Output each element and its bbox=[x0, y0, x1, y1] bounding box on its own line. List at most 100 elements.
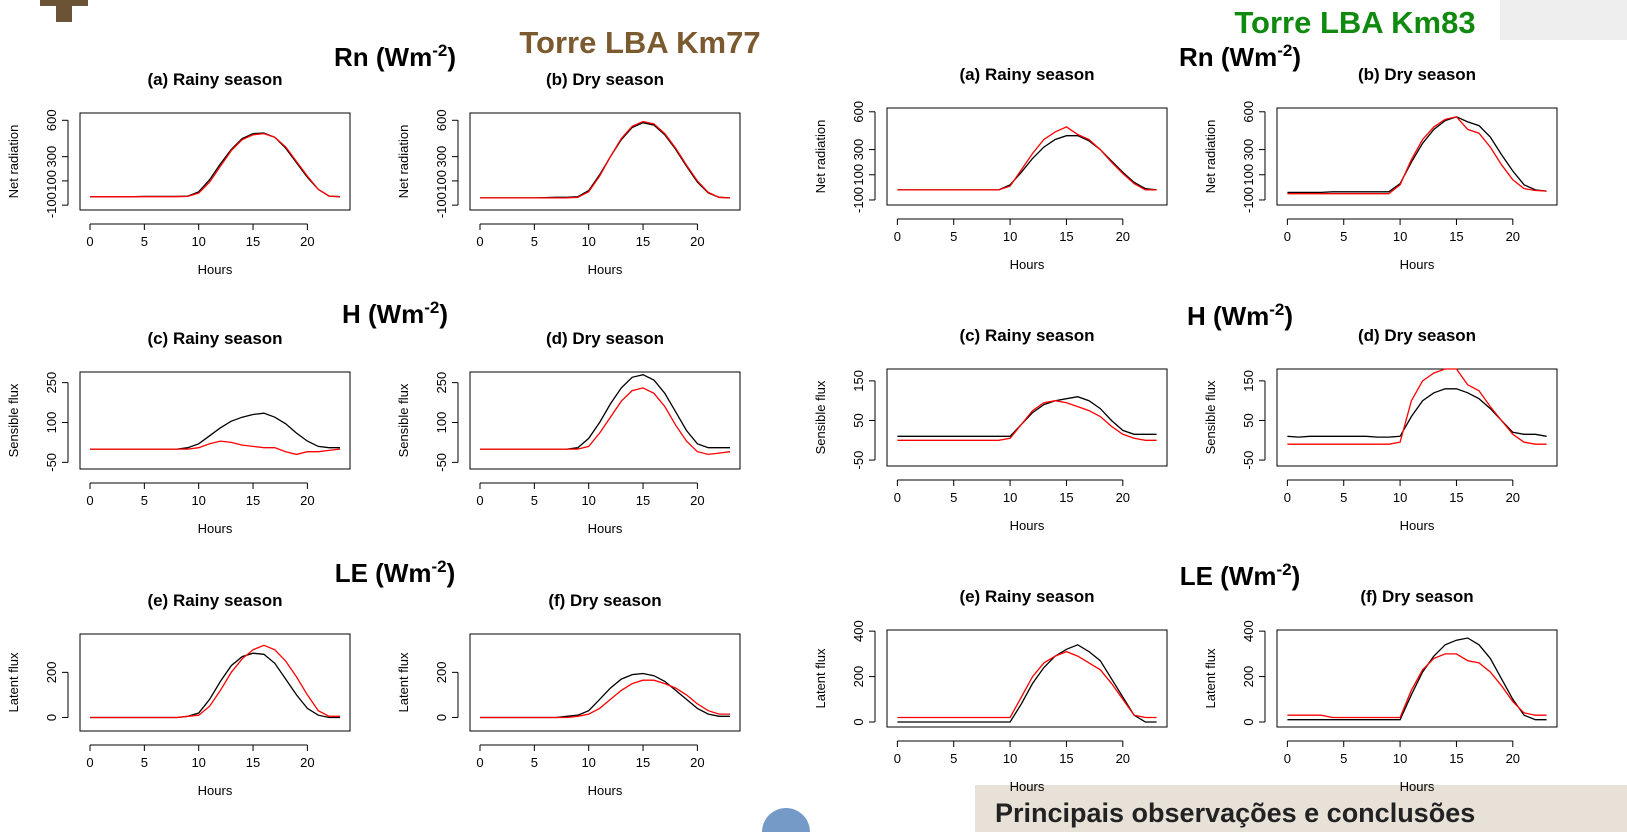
plot-frame bbox=[1276, 629, 1558, 728]
footer-box bbox=[975, 785, 1627, 832]
x-tick-label: 0 bbox=[1284, 229, 1291, 244]
heading-text: H (Wm bbox=[342, 299, 424, 329]
y-tick-label: 600 bbox=[44, 109, 59, 131]
plot-frame bbox=[469, 371, 741, 470]
x-axis-label: Hours bbox=[1010, 779, 1045, 794]
x-tick-label: 0 bbox=[476, 755, 483, 770]
x-tick-label: 10 bbox=[1003, 751, 1017, 766]
y-tick-label: 300 bbox=[851, 139, 866, 161]
x-tick-label: 10 bbox=[581, 755, 595, 770]
x-tick-label: 0 bbox=[476, 234, 483, 249]
y-tick-label: 600 bbox=[851, 101, 866, 123]
y-tick-label: -50 bbox=[851, 451, 866, 470]
y-tick-label: 50 bbox=[1241, 413, 1256, 427]
x-tick-label: 5 bbox=[531, 493, 538, 508]
chart-title: (e) Rainy season bbox=[959, 587, 1094, 606]
group-title: Torre LBA Km83 bbox=[1234, 5, 1475, 40]
x-axis-label: Hours bbox=[588, 783, 623, 798]
x-tick-label: 20 bbox=[300, 493, 314, 508]
heading-sup: -2 bbox=[432, 41, 447, 60]
x-axis-label: Hours bbox=[1400, 518, 1435, 533]
y-axis-label: Latent flux bbox=[1203, 648, 1218, 708]
heading-sup: -2 bbox=[424, 298, 439, 317]
x-axis-label: Hours bbox=[1010, 257, 1045, 272]
x-tick-label: 20 bbox=[690, 234, 704, 249]
section-heading: H (Wm-2) bbox=[1187, 300, 1293, 331]
y-tick-label: 600 bbox=[434, 109, 449, 131]
x-tick-label: 10 bbox=[581, 493, 595, 508]
x-tick-label: 0 bbox=[894, 490, 901, 505]
heading-close: ) bbox=[1284, 301, 1293, 331]
x-tick-label: 5 bbox=[531, 755, 538, 770]
y-tick-label: 150 bbox=[851, 370, 866, 392]
section-heading: H (Wm-2) bbox=[342, 298, 448, 329]
y-tick-label: -50 bbox=[1241, 451, 1256, 470]
heading-text: Rn (Wm bbox=[1179, 42, 1277, 72]
heading-text: LE (Wm bbox=[1180, 561, 1277, 591]
section-heading: LE (Wm-2) bbox=[335, 557, 456, 588]
x-axis-label: Hours bbox=[588, 262, 623, 277]
x-tick-label: 15 bbox=[1449, 229, 1463, 244]
heading-sup: -2 bbox=[1277, 41, 1292, 60]
y-tick-label: 0 bbox=[434, 714, 449, 721]
series-line bbox=[480, 120, 731, 199]
group-title: Torre LBA Km77 bbox=[519, 25, 760, 60]
y-tick-label: -50 bbox=[434, 453, 449, 472]
chart-title: (f) Dry season bbox=[548, 591, 661, 610]
y-tick-label: 150 bbox=[1241, 370, 1256, 392]
heading-sup: -2 bbox=[1269, 300, 1284, 319]
heading-text: LE (Wm bbox=[335, 558, 432, 588]
x-tick-label: 20 bbox=[300, 755, 314, 770]
y-tick-label: -50 bbox=[44, 453, 59, 472]
y-tick-label: 300 bbox=[1241, 139, 1256, 161]
y-tick-label: 200 bbox=[434, 661, 449, 683]
y-axis-label: Net radiation bbox=[396, 125, 411, 199]
section-heading: Rn (Wm-2) bbox=[1179, 41, 1301, 72]
heading-close: ) bbox=[439, 299, 448, 329]
y-tick-label: 400 bbox=[1241, 620, 1256, 642]
plot-frame bbox=[886, 368, 1168, 467]
series-line bbox=[90, 132, 341, 198]
chart-title: (c) Rainy season bbox=[147, 329, 282, 348]
y-tick-label: 250 bbox=[44, 372, 59, 394]
x-axis-label: Hours bbox=[198, 521, 233, 536]
series-line bbox=[90, 644, 340, 719]
heading-text: Rn (Wm bbox=[334, 42, 432, 72]
x-tick-label: 5 bbox=[1340, 229, 1347, 244]
x-tick-label: 5 bbox=[950, 229, 957, 244]
heading-close: ) bbox=[447, 42, 456, 72]
x-tick-label: 20 bbox=[300, 234, 314, 249]
x-tick-label: 20 bbox=[1506, 490, 1520, 505]
y-tick-label: 0 bbox=[44, 714, 59, 721]
y-tick-label: 100 bbox=[44, 412, 59, 434]
x-tick-label: 15 bbox=[246, 493, 260, 508]
x-tick-label: 0 bbox=[476, 493, 483, 508]
x-tick-label: 15 bbox=[246, 755, 260, 770]
y-tick-label: -100 bbox=[851, 187, 866, 213]
plot-frame bbox=[469, 112, 741, 211]
x-tick-label: 10 bbox=[1393, 229, 1407, 244]
x-tick-label: 0 bbox=[86, 755, 93, 770]
x-tick-label: 20 bbox=[1116, 751, 1130, 766]
x-tick-label: 10 bbox=[1003, 229, 1017, 244]
y-tick-label: 600 bbox=[1241, 101, 1256, 123]
x-tick-label: 0 bbox=[1284, 490, 1291, 505]
series-line bbox=[1287, 653, 1547, 719]
x-tick-label: 5 bbox=[950, 490, 957, 505]
y-axis-label: Net radiation bbox=[6, 125, 21, 199]
x-tick-label: 0 bbox=[86, 234, 93, 249]
y-axis-label: Net radiation bbox=[1203, 120, 1218, 194]
x-tick-label: 10 bbox=[191, 493, 205, 508]
y-tick-label: 250 bbox=[434, 372, 449, 394]
x-axis-label: Hours bbox=[198, 783, 233, 798]
chart-title: (a) Rainy season bbox=[147, 70, 282, 89]
series-line bbox=[1287, 116, 1547, 195]
x-axis-label: Hours bbox=[588, 521, 623, 536]
corner-shade bbox=[1500, 0, 1627, 40]
x-axis-label: Hours bbox=[1010, 518, 1045, 533]
chart-title: (b) Dry season bbox=[1358, 65, 1476, 84]
x-tick-label: 5 bbox=[950, 751, 957, 766]
y-tick-label: -100 bbox=[1241, 187, 1256, 213]
chart-title: (d) Dry season bbox=[1358, 326, 1476, 345]
